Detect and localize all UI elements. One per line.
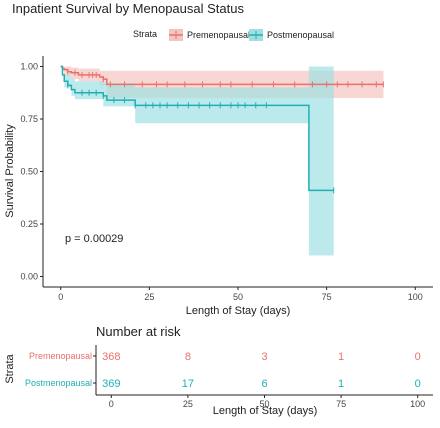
x-tick-label: 50 xyxy=(233,292,243,302)
risk-table-y-label: Strata xyxy=(4,353,16,383)
risk-x-tick-label: 75 xyxy=(336,399,346,409)
legend-key-premenopausal xyxy=(169,29,183,41)
risk-count: 0 xyxy=(415,378,421,390)
risk-x-tick-label: 0 xyxy=(109,399,114,409)
y-tick-label: 1.00 xyxy=(20,62,38,72)
risk-table-title: Number at risk xyxy=(96,324,181,339)
risk-count: 368 xyxy=(102,351,120,363)
x-tick-label: 25 xyxy=(144,292,154,302)
risk-count: 1 xyxy=(338,378,344,390)
legend-label-premenopausal: Premenopausal xyxy=(187,30,250,40)
x-axis-label: Length of Stay (days) xyxy=(186,305,291,317)
ci-band-postmenopausal xyxy=(60,66,334,256)
legend: Strata Premenopausal Postmenopausal xyxy=(133,29,334,41)
legend-label-postmenopausal: Postmenopausal xyxy=(267,30,334,40)
y-tick-label: 0.00 xyxy=(20,272,38,282)
y-tick-label: 0.50 xyxy=(20,167,38,177)
legend-key-postmenopausal xyxy=(249,29,263,41)
risk-x-tick-label: 25 xyxy=(183,399,193,409)
risk-count: 0 xyxy=(415,351,421,363)
y-tick-label: 0.75 xyxy=(20,114,38,124)
risk-count: 1 xyxy=(338,351,344,363)
risk-table: Premenopausal 368 8 3 1 0 Postmenopausal 369 17 6… xyxy=(25,345,433,409)
p-value-annotation: p = 0.00029 xyxy=(65,233,123,245)
x-tick-label: 75 xyxy=(322,292,332,302)
legend-title: Strata xyxy=(133,29,157,39)
risk-count: 3 xyxy=(261,351,267,363)
y-tick-label: 0.25 xyxy=(20,219,38,229)
risk-row-label: Premenopausal xyxy=(29,351,92,361)
y-axis-label: Survival Probability xyxy=(4,124,16,218)
risk-count: 17 xyxy=(182,378,194,390)
risk-x-tick-label: 50 xyxy=(259,399,269,409)
risk-x-tick-label: 100 xyxy=(410,399,425,409)
risk-count: 6 xyxy=(261,378,267,390)
risk-count: 369 xyxy=(102,378,120,390)
risk-table-x-label: Length of Stay (days) xyxy=(213,405,318,417)
x-tick-label: 100 xyxy=(408,292,423,302)
chart-title: Inpatient Survival by Menopausal Status xyxy=(12,1,244,16)
risk-row-label: Postmenopausal xyxy=(25,378,92,388)
risk-count: 8 xyxy=(185,351,191,363)
survival-plot: 0 25 50 75 100 0.00 0.25 0.50 0.75 1.00 xyxy=(20,56,433,302)
x-tick-label: 0 xyxy=(58,292,63,302)
